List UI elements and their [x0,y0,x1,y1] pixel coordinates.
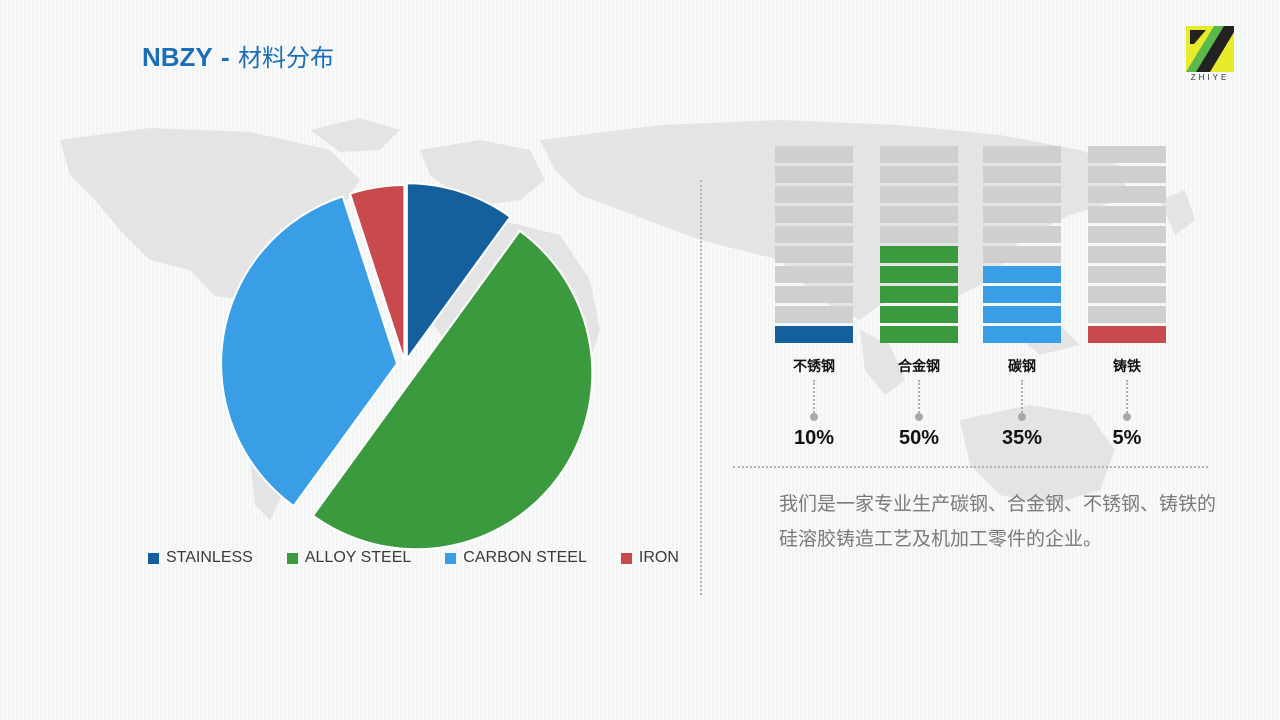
bar-block [983,326,1061,343]
bar-block [983,166,1061,183]
legend-swatch [148,552,159,564]
bar-block [983,306,1061,323]
bar-block [880,206,958,223]
bar-value-label: 50% [898,427,940,449]
bar-value-label: 5% [1112,427,1142,449]
leader-dot [1123,413,1131,421]
bar-stack [775,146,853,346]
legend-label: ALLOY STEEL [304,549,412,566]
pie-slice-stainless [405,182,512,363]
leader-line [1021,380,1023,416]
bar-block [880,146,958,163]
bar-block [1088,166,1166,183]
legend-label: STAINLESS [166,549,253,566]
title-brand: NBZY [142,42,213,72]
bar-block [1088,206,1166,223]
legend-label: IRON [638,549,679,566]
pie-legend: STAINLESS ALLOY STEEL CARBON STEEL IRON [148,549,713,567]
company-description: 我们是一家专业生产碳钢、合金钢、不锈钢、铸铁的硅溶胶铸造工艺及机加工零件的企业。 [779,493,1217,550]
vertical-divider [700,180,702,595]
bar-block [1088,266,1166,283]
leader-dot [915,413,923,421]
bar-block [1088,226,1166,243]
bar-block [775,286,853,303]
legend-item-alloy-steel: ALLOY STEEL [286,549,412,567]
leader-line [918,380,920,416]
title-separator: - [221,42,230,72]
pie-slice-iron [348,184,406,362]
logo-text: ZHIYE [1190,73,1230,82]
pie-slice-carbon-steel [220,195,399,508]
bar-block [983,246,1061,263]
bar-block [880,246,958,263]
bar-block [880,226,958,243]
bar-block [775,166,853,183]
bar-column-alloy-steel: 合金钢 50% [880,146,958,449]
legend-swatch [620,552,632,564]
legend-swatch [445,552,457,564]
bar-block [983,186,1061,203]
bar-block [1088,146,1166,163]
bar-block [880,166,958,183]
bar-block [983,286,1061,303]
bar-block [1088,186,1166,203]
bar-block [1088,306,1166,323]
bar-block [880,186,958,203]
company-logo: ZHIYE [1186,26,1234,86]
bar-block [983,226,1061,243]
legend-swatch [286,552,298,564]
bar-block [775,306,853,323]
bar-column-carbon-steel: 碳钢 35% [983,146,1061,449]
bar-block [775,186,853,203]
leader-dot [1018,413,1026,421]
leader-line [813,380,815,416]
bar-category-label: 碳钢 [1008,359,1036,375]
bar-block [775,226,853,243]
material-pie-chart [220,182,594,551]
bar-block [1088,246,1166,263]
legend-item-iron: IRON [620,549,679,567]
bar-block [1088,326,1166,343]
bar-column-iron: 铸铁 5% [1088,146,1166,449]
bar-block [880,286,958,303]
leader-dot [810,413,818,421]
pie-slice-alloy-steel [311,229,594,551]
bar-stack [880,146,958,346]
bar-column-stainless: 不锈钢 10% [775,146,853,449]
bar-value-label: 35% [1001,427,1043,449]
bar-block [775,246,853,263]
legend-label: CARBON STEEL [463,549,587,566]
bar-block [880,266,958,283]
page-title: NBZY - 材料分布 [142,38,334,73]
bar-stack [1088,146,1166,346]
bar-category-label: 铸铁 [1113,359,1141,375]
bar-block [880,306,958,323]
bar-category-label: 合金钢 [898,359,940,375]
bar-block [880,326,958,343]
bar-block [983,206,1061,223]
bar-stack [983,146,1061,346]
bar-block [775,326,853,343]
bar-block [983,266,1061,283]
title-subtitle: 材料分布 [237,44,334,72]
bar-block [775,206,853,223]
bar-block [775,266,853,283]
bar-block [983,146,1061,163]
bar-block [1088,286,1166,303]
leader-line [1126,380,1128,416]
legend-item-carbon-steel: CARBON STEEL [445,549,587,567]
logo-mark-icon [1186,26,1234,72]
bar-block [775,146,853,163]
legend-item-stainless: STAINLESS [148,549,253,567]
bar-category-label: 不锈钢 [793,359,835,375]
horizontal-divider [733,466,1208,468]
bar-value-label: 10% [793,427,835,449]
